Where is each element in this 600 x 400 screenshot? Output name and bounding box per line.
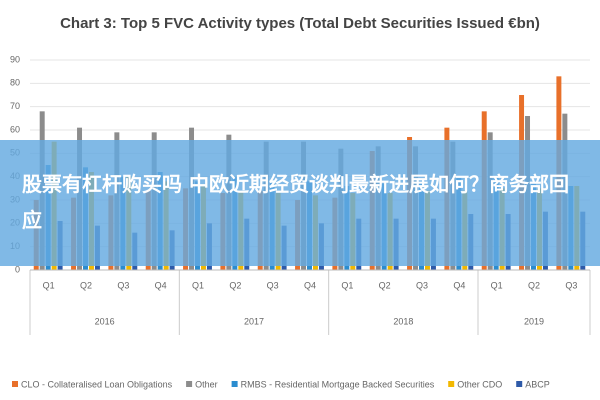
group-label: 2018 [393,316,413,326]
group-label: 2016 [95,316,115,326]
x-tick-label: Q1 [43,280,55,290]
legend-label: CLO - Collateralised Loan Obligations [21,379,173,389]
legend-marker [448,381,455,387]
y-tick-label: 90 [10,54,20,64]
x-tick-label: Q1 [192,280,204,290]
x-tick-label: Q2 [528,280,540,290]
group-label: 2019 [524,316,544,326]
y-tick-label: 70 [10,101,20,111]
x-tick-label: Q1 [491,280,503,290]
x-tick-label: Q2 [80,280,92,290]
legend-label: Other CDO [457,379,502,389]
x-tick-label: Q2 [229,280,241,290]
legend-label: RMBS - Residential Mortgage Backed Secur… [241,379,435,389]
legend-label: Other [195,379,218,389]
x-tick-label: Q4 [304,280,316,290]
overlay-banner: 股票有杠杆购买吗 中欧近期经贸谈判最新进展如何？商务部回应 [0,140,600,266]
legend-marker [231,381,238,387]
x-tick-label: Q4 [453,280,465,290]
y-tick-label: 60 [10,124,20,134]
chart-title: Chart 3: Top 5 FVC Activity types (Total… [60,15,540,32]
y-tick-label: 80 [10,78,20,88]
x-tick-label: Q3 [565,280,577,290]
legend-marker [516,381,523,387]
group-label: 2017 [244,316,264,326]
x-tick-label: Q3 [416,280,428,290]
legend-marker [186,381,193,387]
legend-marker [12,381,18,387]
x-tick-label: Q4 [155,280,167,290]
x-tick-label: Q3 [117,280,129,290]
y-tick-label: 0 [15,264,20,274]
x-tick-label: Q1 [341,280,353,290]
x-tick-label: Q3 [267,280,279,290]
x-tick-label: Q2 [379,280,391,290]
legend-label: ABCP [525,379,550,389]
